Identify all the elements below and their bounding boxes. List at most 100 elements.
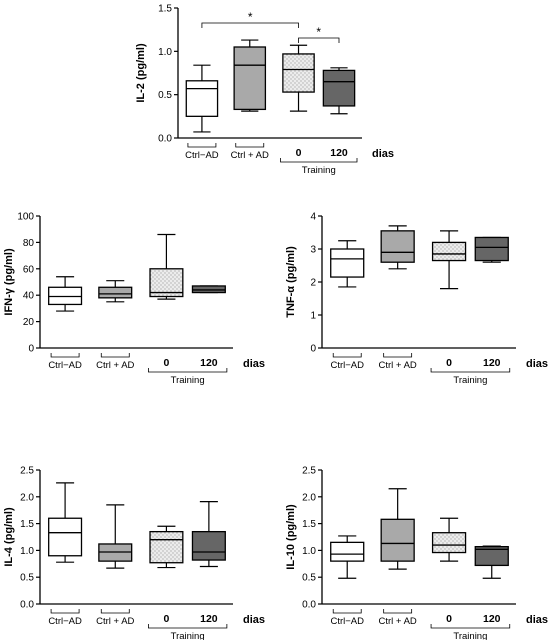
y-tick-label: 2.5 bbox=[20, 466, 34, 477]
category-bracket bbox=[187, 143, 217, 148]
y-tick-label: 1.5 bbox=[20, 519, 34, 530]
y-tick-label: 2.0 bbox=[302, 492, 316, 503]
box-iqr bbox=[330, 248, 365, 278]
category-bracket bbox=[50, 353, 80, 358]
y-axis-label: IL-4 (pg/ml) bbox=[3, 507, 15, 567]
box-iqr bbox=[233, 46, 267, 111]
training-bracket bbox=[430, 368, 511, 373]
chart-panel: 0.0 0.5 1.0 1.5 IL-2 (pg/ml) Ctrl−AD Ctrl + AD… bbox=[135, 4, 394, 177]
y-tick-label: 0.0 bbox=[158, 134, 172, 145]
category-bracket bbox=[100, 353, 130, 358]
training-label: Training bbox=[453, 631, 487, 640]
y-tick-label: 1.0 bbox=[20, 546, 34, 557]
y-axis-label: IL-10 (pg/ml) bbox=[285, 504, 297, 570]
training-label: Training bbox=[302, 165, 336, 176]
y-tick-label: 2.0 bbox=[20, 492, 34, 503]
y-tick-label: 0 bbox=[310, 344, 316, 355]
significance-bracket bbox=[201, 22, 299, 28]
category-label: 0 bbox=[163, 357, 169, 369]
box-plot-0 bbox=[330, 240, 365, 288]
training-label: Training bbox=[453, 375, 487, 386]
category-label: Ctrl + AD bbox=[96, 616, 134, 627]
dias-label: dias bbox=[372, 148, 394, 160]
box-iqr bbox=[149, 530, 184, 564]
y-axis-label: TNF-α (pg/ml) bbox=[285, 246, 297, 318]
y-tick-label: 40 bbox=[23, 291, 35, 302]
dias-label: dias bbox=[526, 358, 548, 370]
box-iqr bbox=[431, 532, 467, 554]
y-tick-label: 0.0 bbox=[302, 600, 316, 611]
box-plot-2 bbox=[431, 517, 467, 562]
box-plot-3 bbox=[322, 67, 356, 115]
box-plot-1 bbox=[380, 488, 415, 570]
category-label: 0 bbox=[296, 147, 302, 159]
box-iqr bbox=[322, 69, 356, 107]
chart-panels: 0.0 0.5 1.0 1.5 IL-2 (pg/ml) Ctrl−AD Ctrl + AD… bbox=[3, 4, 548, 640]
box-iqr bbox=[48, 517, 83, 557]
box-iqr bbox=[330, 541, 365, 562]
box-plot-3 bbox=[474, 545, 509, 579]
y-tick-label: 4 bbox=[310, 212, 316, 223]
y-tick-label: 20 bbox=[23, 317, 35, 328]
box-iqr bbox=[185, 80, 219, 117]
box-plot-0 bbox=[48, 276, 83, 312]
box-plot-2 bbox=[149, 525, 184, 569]
box-iqr bbox=[474, 236, 509, 262]
y-tick-label: 3 bbox=[310, 245, 316, 256]
dias-label: dias bbox=[243, 358, 265, 370]
box-plot-3 bbox=[191, 501, 226, 568]
box-plot-0 bbox=[185, 64, 219, 133]
y-tick-label: 0.5 bbox=[20, 573, 34, 584]
y-axis-label: IL-2 (pg/ml) bbox=[135, 43, 147, 103]
category-label: 0 bbox=[163, 613, 169, 625]
box-plot-3 bbox=[191, 285, 226, 294]
box-plot-2 bbox=[282, 44, 315, 112]
y-tick-label: 1.5 bbox=[158, 4, 172, 15]
box-iqr bbox=[48, 286, 83, 306]
category-label: Ctrl + AD bbox=[231, 150, 269, 161]
y-tick-label: 2 bbox=[310, 278, 316, 289]
category-bracket bbox=[383, 353, 413, 358]
y-tick-label: 2.5 bbox=[302, 466, 316, 477]
box-iqr bbox=[380, 230, 415, 263]
dias-label: dias bbox=[243, 614, 265, 626]
training-bracket bbox=[430, 624, 511, 629]
y-tick-label: 1.5 bbox=[302, 519, 316, 530]
box-iqr bbox=[191, 285, 226, 294]
y-tick-label: 80 bbox=[23, 238, 35, 249]
y-tick-label: 0.0 bbox=[20, 600, 34, 611]
box-iqr bbox=[431, 241, 467, 262]
box-iqr bbox=[380, 518, 415, 562]
category-label: Ctrl−AD bbox=[330, 360, 364, 371]
box-plot-1 bbox=[98, 504, 133, 569]
category-bracket bbox=[50, 609, 80, 614]
category-label: Ctrl + AD bbox=[379, 616, 417, 627]
category-label: Ctrl−AD bbox=[48, 360, 82, 371]
dias-label: dias bbox=[526, 614, 548, 626]
category-label: 120 bbox=[200, 613, 218, 625]
training-bracket bbox=[148, 368, 228, 373]
category-label: Ctrl + AD bbox=[379, 360, 417, 371]
category-label: 0 bbox=[446, 357, 452, 369]
y-tick-label: 60 bbox=[23, 264, 35, 275]
category-label: Ctrl−AD bbox=[330, 616, 364, 627]
category-label: 120 bbox=[200, 357, 218, 369]
category-label: 120 bbox=[330, 147, 348, 159]
y-tick-label: 1 bbox=[310, 311, 316, 322]
category-label: 120 bbox=[483, 613, 501, 625]
box-plot-3 bbox=[474, 236, 509, 263]
training-label: Training bbox=[171, 631, 205, 640]
box-iqr bbox=[149, 268, 184, 298]
y-tick-label: 0.5 bbox=[302, 573, 316, 584]
significance-star: * bbox=[248, 10, 253, 24]
box-iqr bbox=[474, 545, 509, 567]
chart-panel: 0 20 40 60 80 100 IFN-γ (pg/ml) Ctrl−AD Ctrl + A… bbox=[3, 212, 265, 387]
category-label: Ctrl−AD bbox=[48, 616, 82, 627]
category-label: 120 bbox=[483, 357, 501, 369]
box-iqr bbox=[98, 286, 133, 299]
box-plot-0 bbox=[48, 482, 83, 563]
box-iqr bbox=[191, 530, 226, 561]
box-plot-1 bbox=[233, 39, 267, 112]
significance-star: * bbox=[316, 25, 321, 39]
